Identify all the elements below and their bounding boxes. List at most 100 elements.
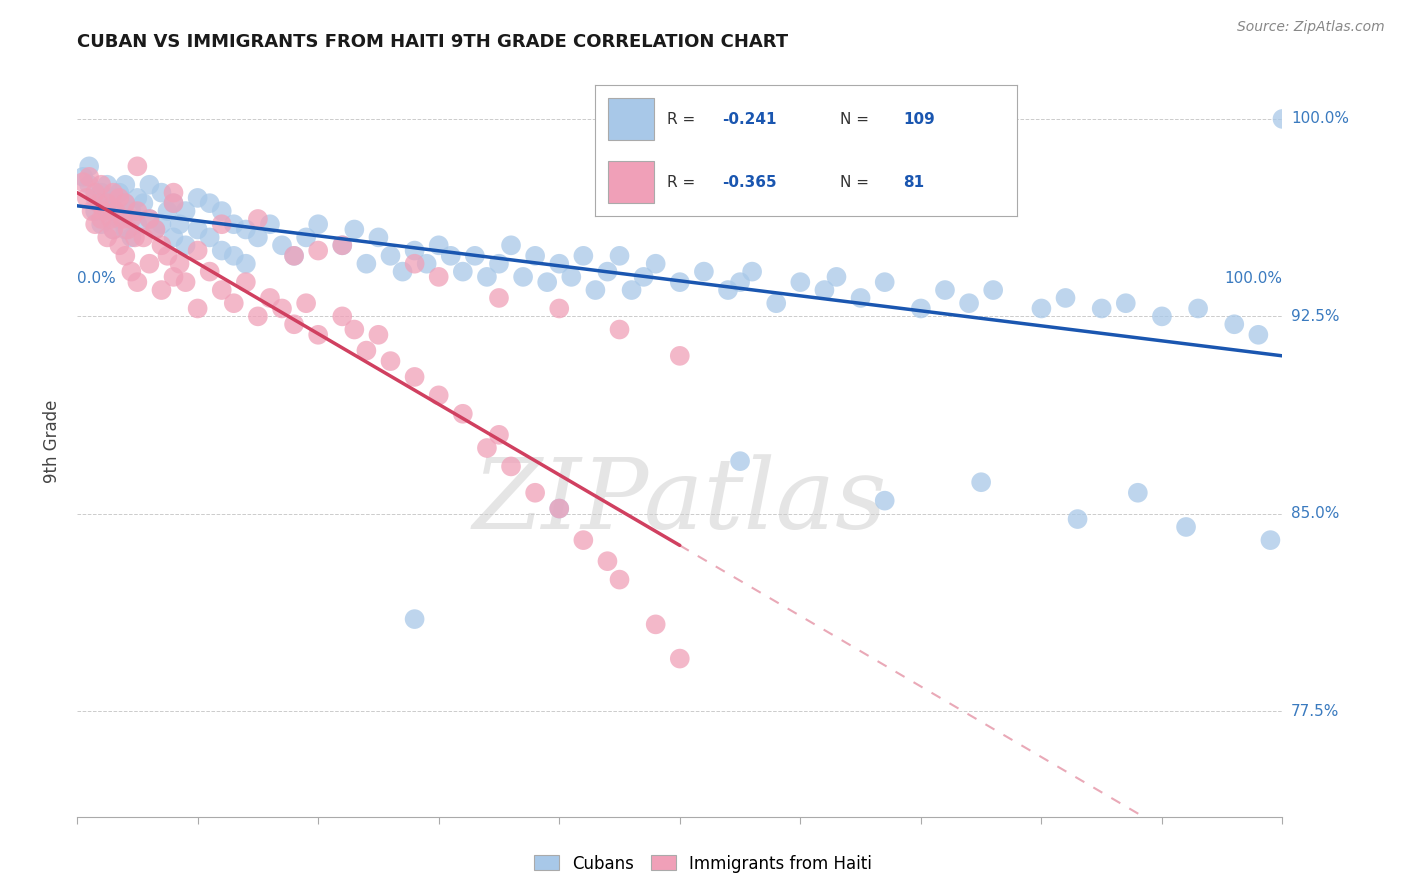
- Point: [138, 257, 160, 271]
- Point: [93, 204, 115, 219]
- Point: [1187, 301, 1209, 316]
- Point: [96, 196, 118, 211]
- Point: [668, 651, 690, 665]
- Text: 0.0%: 0.0%: [77, 271, 115, 286]
- Point: [174, 238, 197, 252]
- Point: [72, 175, 94, 189]
- Point: [560, 269, 582, 284]
- Point: [488, 427, 510, 442]
- Point: [100, 211, 122, 226]
- Point: [235, 257, 257, 271]
- Point: [1066, 512, 1088, 526]
- Point: [536, 275, 558, 289]
- Point: [957, 296, 980, 310]
- Point: [103, 204, 125, 219]
- Point: [162, 196, 184, 211]
- Point: [127, 204, 149, 219]
- Point: [307, 327, 329, 342]
- Point: [96, 230, 118, 244]
- Point: [1150, 310, 1173, 324]
- Point: [96, 178, 118, 192]
- Point: [162, 269, 184, 284]
- Point: [127, 159, 149, 173]
- Point: [609, 249, 631, 263]
- Point: [222, 217, 245, 231]
- Point: [620, 283, 643, 297]
- Point: [150, 186, 173, 200]
- Point: [765, 296, 787, 310]
- Point: [84, 186, 107, 200]
- Point: [117, 222, 139, 236]
- Point: [307, 217, 329, 231]
- Point: [295, 296, 318, 310]
- Point: [1091, 301, 1114, 316]
- Point: [114, 249, 136, 263]
- Point: [127, 191, 149, 205]
- Point: [187, 222, 209, 236]
- Point: [1271, 112, 1294, 126]
- Point: [114, 178, 136, 192]
- Point: [103, 222, 125, 236]
- Point: [259, 217, 281, 231]
- Text: CUBAN VS IMMIGRANTS FROM HAITI 9TH GRADE CORRELATION CHART: CUBAN VS IMMIGRANTS FROM HAITI 9TH GRADE…: [77, 33, 789, 51]
- Point: [211, 204, 233, 219]
- Point: [162, 186, 184, 200]
- Point: [211, 244, 233, 258]
- Point: [90, 178, 112, 192]
- Point: [728, 275, 751, 289]
- Point: [104, 204, 127, 219]
- Point: [609, 322, 631, 336]
- Point: [103, 186, 125, 200]
- Point: [488, 291, 510, 305]
- Point: [87, 196, 110, 211]
- Point: [1031, 301, 1053, 316]
- Point: [1247, 327, 1270, 342]
- Point: [77, 169, 100, 184]
- Point: [235, 222, 257, 236]
- Point: [246, 230, 269, 244]
- Point: [970, 475, 993, 490]
- Point: [138, 211, 160, 226]
- Point: [246, 211, 269, 226]
- Point: [211, 217, 233, 231]
- Text: 100.0%: 100.0%: [1291, 112, 1348, 127]
- Point: [451, 407, 474, 421]
- Point: [138, 211, 160, 226]
- Point: [440, 249, 463, 263]
- Point: [84, 191, 107, 205]
- Point: [668, 275, 690, 289]
- Point: [427, 238, 450, 252]
- Point: [246, 310, 269, 324]
- Point: [211, 283, 233, 297]
- Point: [404, 244, 426, 258]
- Point: [108, 238, 131, 252]
- Point: [693, 265, 716, 279]
- Point: [145, 222, 167, 236]
- Point: [283, 249, 305, 263]
- Point: [1115, 296, 1137, 310]
- Point: [644, 617, 666, 632]
- Point: [76, 191, 98, 205]
- Point: [427, 269, 450, 284]
- Point: [174, 275, 197, 289]
- Point: [934, 283, 956, 297]
- Point: [111, 211, 134, 226]
- Point: [451, 265, 474, 279]
- Point: [169, 217, 191, 231]
- Point: [187, 301, 209, 316]
- Point: [825, 269, 848, 284]
- Point: [873, 275, 896, 289]
- Text: ZIPatlas: ZIPatlas: [472, 454, 887, 549]
- Point: [114, 196, 136, 211]
- Point: [150, 283, 173, 297]
- Point: [222, 296, 245, 310]
- Point: [77, 178, 100, 192]
- Point: [150, 238, 173, 252]
- Point: [124, 230, 146, 244]
- Point: [596, 265, 619, 279]
- Point: [90, 196, 112, 211]
- Point: [548, 301, 571, 316]
- Point: [633, 269, 655, 284]
- Point: [1054, 291, 1077, 305]
- Point: [404, 257, 426, 271]
